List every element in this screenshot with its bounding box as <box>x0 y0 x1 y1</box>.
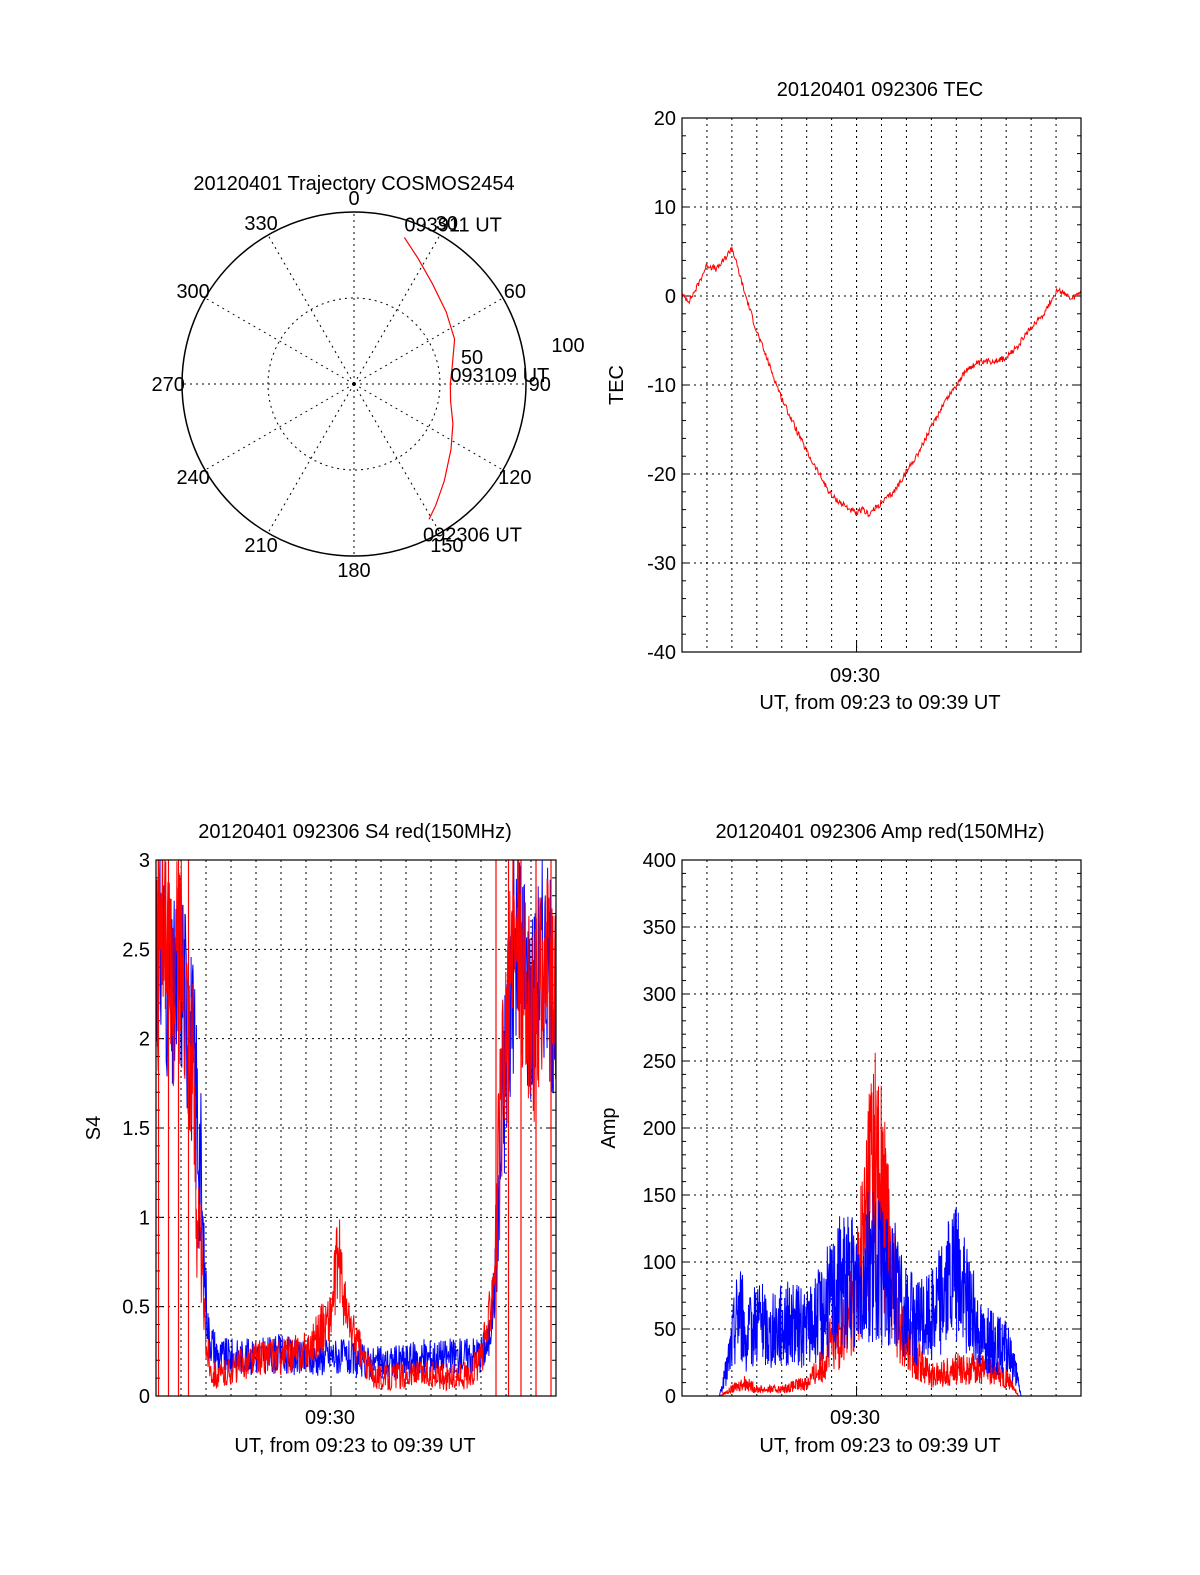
polar-spoke <box>353 234 441 385</box>
s4-xlabel: UT, from 09:23 to 09:39 UT <box>234 1435 475 1457</box>
amp-frame <box>681 859 1082 1397</box>
polar-spoke <box>353 297 504 385</box>
amp-xlabel: UT, from 09:23 to 09:39 UT <box>759 1435 1000 1457</box>
s4-xtick-label: 09:30 <box>305 1407 355 1429</box>
amp-ytick-label: 0 <box>665 1386 676 1408</box>
s4-ytick-label: 3 <box>139 850 150 872</box>
polar-spoke <box>267 383 355 534</box>
polar-spoke <box>204 297 355 385</box>
polar-azimuth-label: 120 <box>498 467 531 489</box>
polar-title: 20120401 Trajectory COSMOS2454 <box>193 173 514 195</box>
amp-ytick-label: 250 <box>643 1051 676 1073</box>
tec-ytick-label: -10 <box>647 375 676 397</box>
amp-ytick-label: 200 <box>643 1118 676 1140</box>
polar-spoke <box>267 234 355 385</box>
tec-xlabel: UT, from 09:23 to 09:39 UT <box>759 692 1000 714</box>
polar-outer-ring <box>181 211 527 557</box>
s4-ytick-label: 2 <box>139 1029 150 1051</box>
amp-ytick-label: 300 <box>643 984 676 1006</box>
s4-ytick-label: 1 <box>139 1207 150 1229</box>
polar-azimuth-label: 270 <box>152 374 185 396</box>
s4-series-1-line <box>155 859 557 1392</box>
polar-azimuth-label: 330 <box>244 213 277 235</box>
polar-radius-label: 100 <box>551 335 584 357</box>
polar-radius-label: 50 <box>461 347 483 369</box>
amp-ytick-label: 400 <box>643 850 676 872</box>
polar-azimuth-label: 210 <box>244 535 277 557</box>
s4-ytick-label: 1.5 <box>122 1118 150 1140</box>
polar-trajectory-line <box>403 237 456 520</box>
s4-ytick-label: 0 <box>139 1386 150 1408</box>
amp-plot: 20120401 092306 Amp red(150MHz) Amp 09:3… <box>598 821 1082 1457</box>
polar-trajectory-plot: 20120401 Trajectory COSMOS2454 0 30 60 90 12… <box>152 173 585 582</box>
tec-title: 20120401 092306 TEC <box>777 79 983 101</box>
amp-title: 20120401 092306 Amp red(150MHz) <box>715 821 1044 843</box>
amp-ytick-label: 50 <box>654 1319 676 1341</box>
tec-body: 20 10 0 -10 -20 -30 -40 <box>647 108 1082 664</box>
polar-azimuth-label: 150 <box>430 535 463 557</box>
amp-xtick-label: 09:30 <box>830 1407 880 1429</box>
polar-annotation: 093911 UT <box>404 215 501 237</box>
tec-plot: 20120401 092306 TEC TEC 09:30 UT, from 0… <box>606 79 1082 714</box>
s4-ytick-label: 2.5 <box>122 939 150 961</box>
tec-xtick-label: 09:30 <box>830 665 880 687</box>
tec-ytick-label: -20 <box>647 464 676 486</box>
polar-azimuth-label: 300 <box>176 281 209 303</box>
polar-azimuth-label: 180 <box>337 560 370 582</box>
amp-ytick-label: 100 <box>643 1252 676 1274</box>
s4-frame <box>155 859 557 1397</box>
amp-ylabel: Amp <box>598 1107 620 1148</box>
tec-ytick-label: 10 <box>654 197 676 219</box>
tec-series-0-line <box>681 245 1082 518</box>
polar-annotation: 092306 UT <box>423 524 522 546</box>
tec-ytick-label: 20 <box>654 108 676 130</box>
polar-azimuth-label: 60 <box>504 281 526 303</box>
s4-body: 3 2.5 2 1.5 1 0.5 0 <box>122 850 557 1408</box>
amp-ytick-label: 150 <box>643 1185 676 1207</box>
polar-azimuth-label: 90 <box>529 374 551 396</box>
tec-ytick-label: 0 <box>665 286 676 308</box>
amp-series-1-line <box>682 1191 1081 1397</box>
polar-spoke <box>353 383 504 471</box>
amp-ytick-label: 350 <box>643 917 676 939</box>
polar-azimuth-label: 240 <box>176 467 209 489</box>
s4-ytick-label: 0.5 <box>122 1297 150 1319</box>
tec-ytick-label: -40 <box>647 642 676 664</box>
tec-frame <box>681 117 1082 653</box>
polar-body: 0 30 60 90 120 150 180 210 240 270 300 330 50 100 0939… <box>152 188 585 582</box>
tec-ytick-label: -30 <box>647 553 676 575</box>
polar-spoke <box>204 383 355 471</box>
polar-spoke <box>353 383 441 534</box>
polar-azimuth-label: 0 <box>348 188 359 210</box>
s4-plot: 20120401 092306 S4 red(150MHz) S4 09:30 … <box>83 821 557 1457</box>
tec-ylabel: TEC <box>606 365 628 405</box>
s4-ylabel: S4 <box>83 1116 105 1140</box>
amp-body: 400 350 300 250 200 150 100 50 0 <box>643 850 1082 1408</box>
s4-title: 20120401 092306 S4 red(150MHz) <box>198 821 512 843</box>
polar-azimuth-label: 30 <box>436 213 458 235</box>
polar-annotation: 093109 UT <box>450 365 549 387</box>
